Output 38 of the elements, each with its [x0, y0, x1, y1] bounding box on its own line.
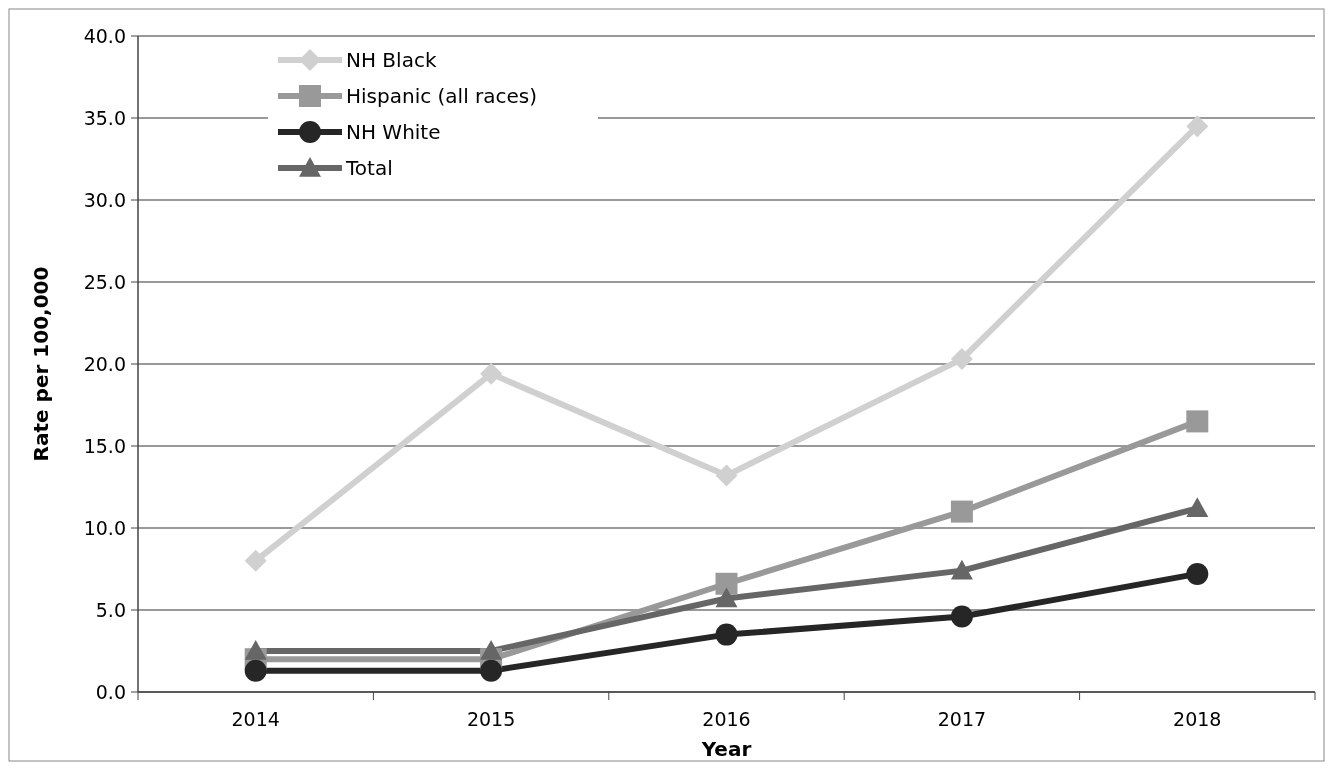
x-tick-label: 2017	[937, 708, 987, 730]
point	[950, 500, 973, 523]
y-tick-label: 0.0	[95, 680, 126, 703]
point	[950, 559, 973, 580]
point	[480, 362, 503, 385]
point	[715, 572, 738, 595]
point	[715, 464, 738, 487]
point	[480, 659, 503, 682]
point	[1186, 410, 1209, 433]
x-tick-label: 2016	[702, 708, 751, 730]
point	[950, 348, 973, 371]
y-tick-label: 35.0	[83, 106, 126, 129]
point	[715, 623, 738, 646]
y-tick-label: 10.0	[83, 516, 126, 539]
legend-label: NH White	[346, 120, 441, 144]
y-tick-label: 40.0	[83, 24, 126, 47]
point	[244, 549, 267, 572]
x-tick-label: 2015	[466, 708, 516, 730]
y-tick-label: 25.0	[83, 270, 126, 293]
point	[244, 659, 267, 682]
point	[1186, 562, 1209, 585]
point	[1186, 497, 1209, 518]
legend-label: NH Black	[346, 48, 437, 72]
y-tick-label: 20.0	[83, 352, 126, 375]
point	[480, 640, 503, 660]
point	[244, 640, 267, 660]
x-axis-title: Year	[700, 737, 752, 761]
legend-label: Hispanic (all races)	[346, 84, 538, 108]
x-tick-label: 2018	[1173, 708, 1222, 730]
y-tick-label: 30.0	[83, 188, 126, 211]
point	[950, 605, 973, 628]
legend-label: Total	[345, 156, 393, 180]
point	[1186, 115, 1209, 138]
x-tick-label: 2014	[231, 708, 280, 730]
y-tick-label: 15.0	[83, 434, 126, 457]
y-tick-label: 5.0	[95, 598, 126, 621]
y-axis-title: Rate per 100,000	[29, 266, 53, 462]
point	[715, 587, 738, 608]
